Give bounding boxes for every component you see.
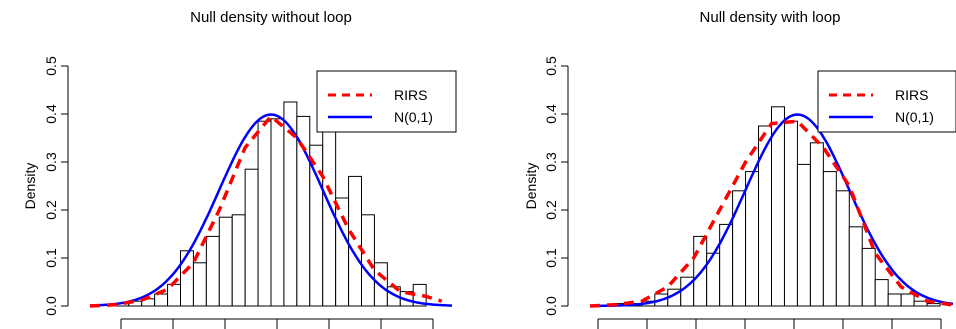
legend-box — [316, 70, 457, 133]
chart-title: Null density with loop — [700, 9, 841, 26]
x-axis — [597, 318, 942, 329]
y-tick-label: 0.3 — [43, 152, 59, 172]
histogram-bar — [745, 171, 760, 307]
rirs-density-line — [89, 114, 443, 308]
histogram-bar — [218, 216, 233, 307]
histogram-bar — [192, 262, 207, 307]
histogram-bar — [180, 250, 194, 307]
y-axis-label: Density — [523, 163, 539, 210]
histogram-bar — [322, 113, 337, 307]
histogram-bar — [348, 175, 363, 307]
legend: RIRS N(0,1) — [817, 70, 956, 133]
normal-density-line — [89, 113, 453, 307]
histogram-bar — [926, 303, 941, 307]
histogram-bar — [309, 144, 324, 307]
y-tick-label: 0.1 — [43, 248, 59, 268]
histogram-bar — [887, 293, 902, 307]
chart-title: Null density without loop — [190, 9, 352, 26]
y-tick-label: 0.4 — [43, 104, 59, 124]
histogram-bar — [822, 171, 837, 307]
normal-density-line — [590, 113, 954, 308]
chart-panel-right: Null density with loop Density 0.0 0.1 0.2… — [523, 9, 956, 329]
histogram-bar — [732, 190, 747, 307]
histogram-bar — [758, 125, 772, 307]
histogram-bar — [874, 279, 889, 307]
chart-panel-left: Null density without loop Density 0.0 0.1… — [22, 9, 457, 329]
y-tick-label: 0.4 — [543, 104, 559, 124]
histogram-bar — [900, 293, 915, 307]
y-tick-label: 0.1 — [543, 248, 559, 268]
histogram-bar — [809, 142, 824, 307]
histogram-bar — [270, 118, 285, 307]
y-tick-label: 0.2 — [43, 200, 59, 220]
y-axis-label: Density — [22, 163, 38, 210]
density-curves — [589, 113, 954, 308]
y-axis: 0.0 0.1 0.2 0.3 0.4 0.5 — [43, 56, 69, 316]
histogram-bar — [154, 293, 169, 307]
legend: RIRS N(0,1) — [316, 70, 457, 133]
legend-label-rirs: RIRS — [895, 87, 928, 103]
legend-box — [817, 70, 956, 133]
y-tick-label: 0.0 — [543, 296, 559, 316]
histogram-bar — [244, 168, 259, 307]
histogram-bar — [783, 120, 798, 307]
y-tick-label: 0.0 — [43, 296, 59, 316]
histogram-bar — [231, 214, 246, 307]
y-axis: 0.0 0.1 0.2 0.3 0.4 0.5 — [543, 56, 569, 316]
density-curves — [89, 113, 453, 308]
histogram-bar — [335, 197, 350, 307]
legend-label-normal: N(0,1) — [394, 109, 433, 125]
histogram-bar — [771, 106, 785, 307]
histogram-bar — [848, 226, 863, 307]
legend-label-rirs: RIRS — [394, 87, 427, 103]
histogram-bar — [861, 247, 876, 307]
histogram-bar — [205, 235, 220, 307]
y-tick-label: 0.5 — [543, 56, 559, 76]
y-tick-label: 0.2 — [543, 200, 559, 220]
y-tick-label: 0.3 — [543, 152, 559, 172]
histogram-bar — [835, 190, 850, 307]
histogram-bar — [796, 163, 811, 307]
y-tick-label: 0.5 — [43, 56, 59, 76]
rirs-density-line — [589, 119, 954, 308]
histogram-bar — [719, 223, 734, 307]
histogram-bar — [167, 283, 181, 307]
x-axis — [120, 318, 434, 329]
legend-label-normal: N(0,1) — [895, 109, 934, 125]
histogram-bars — [615, 106, 941, 307]
histogram-bar — [257, 120, 272, 307]
